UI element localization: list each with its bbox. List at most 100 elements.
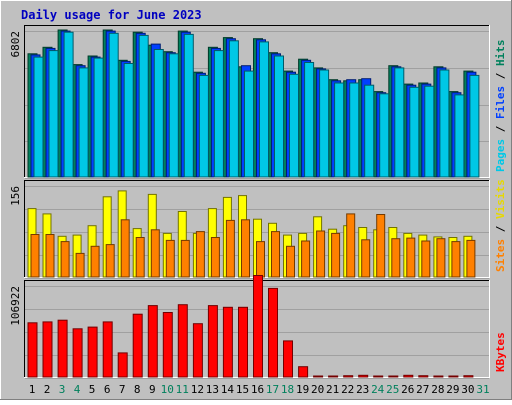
bar-pages-day-17 — [274, 55, 284, 178]
bar-pages-day-1 — [33, 56, 44, 178]
day-label-31: 31 — [476, 383, 489, 396]
bar-kbytes-day-18 — [283, 340, 293, 378]
bar-sites-day-15 — [241, 219, 250, 278]
panel-visits: 156 Sites / Visits — [9, 179, 507, 279]
day-label-17: 17 — [266, 383, 279, 396]
bar-sites-day-2 — [45, 234, 55, 278]
day-label-2: 2 — [44, 383, 51, 396]
legend-item-kbytes: KBytes — [494, 332, 507, 372]
bar-pages-day-10 — [168, 53, 179, 178]
bar-sites-day-29 — [451, 241, 461, 278]
bar-pages-day-20 — [319, 69, 330, 178]
bar-pages-day-16 — [259, 41, 269, 178]
bar-kbytes-day-16 — [253, 275, 263, 378]
day-label-19: 19 — [296, 383, 309, 396]
day-label-18: 18 — [281, 383, 294, 396]
panel-kbytes: 106922 KBytes — [9, 275, 507, 379]
bar-sites-day-5 — [90, 245, 100, 278]
bar-pages-day-24 — [379, 93, 390, 178]
day-label-30: 30 — [461, 383, 474, 396]
bar-pages-day-26 — [409, 86, 420, 178]
bar-kbytes-day-22 — [343, 375, 354, 378]
bar-kbytes-day-8 — [132, 313, 143, 378]
bar-kbytes-day-2 — [42, 321, 53, 378]
panel-kbytes-axis-max-label: 106922 — [9, 286, 22, 326]
day-label-11: 11 — [176, 383, 189, 396]
day-label-21: 21 — [326, 383, 339, 396]
bar-pages-day-25 — [394, 67, 405, 178]
panel-hits-legend: Pages / Files / Hits — [494, 40, 507, 173]
bar-sites-day-22 — [346, 213, 356, 278]
bar-pages-day-22 — [349, 82, 360, 178]
day-label-27: 27 — [416, 383, 429, 396]
bar-pages-day-21 — [334, 82, 345, 178]
bar-pages-day-2 — [48, 50, 59, 178]
bar-sites-day-9 — [150, 229, 160, 278]
bar-sites-day-14 — [225, 219, 235, 278]
day-label-10: 10 — [161, 383, 174, 396]
day-label-29: 29 — [446, 383, 459, 396]
bar-sites-day-8 — [135, 237, 145, 278]
day-label-14: 14 — [221, 383, 235, 396]
bar-kbytes-day-28 — [433, 375, 444, 378]
bar-pages-day-28 — [439, 69, 450, 178]
bar-sites-day-13 — [210, 237, 220, 278]
bar-sites-day-24 — [376, 214, 386, 278]
panel-hits: 6802 Pages / Files / Hits — [9, 25, 507, 179]
day-label-5: 5 — [89, 383, 96, 396]
bar-kbytes-day-5 — [87, 326, 98, 378]
day-label-15: 15 — [236, 383, 249, 396]
bar-pages-day-13 — [213, 50, 224, 178]
day-label-25: 25 — [386, 383, 399, 396]
day-label-4: 4 — [74, 383, 81, 396]
bar-kbytes-day-29 — [448, 375, 459, 378]
bar-kbytes-day-20 — [313, 375, 324, 378]
bar-sites-day-28 — [436, 238, 446, 278]
day-label-16: 16 — [251, 383, 264, 396]
day-label-28: 28 — [431, 383, 444, 396]
bar-sites-day-4 — [75, 252, 85, 278]
bar-kbytes-day-27 — [418, 375, 429, 378]
bar-sites-day-27 — [421, 240, 431, 278]
legend-item-visits: Visits — [494, 179, 507, 219]
bar-sites-day-1 — [30, 234, 40, 278]
bar-pages-day-8 — [138, 34, 149, 178]
bar-sites-day-12 — [195, 231, 205, 278]
bar-sites-day-3 — [60, 241, 70, 278]
bar-pages-day-29 — [454, 94, 465, 178]
day-label-6: 6 — [104, 383, 111, 396]
bar-sites-day-6 — [105, 244, 115, 278]
bar-kbytes-day-26 — [403, 374, 414, 378]
legend-item-pages: Pages — [494, 139, 507, 172]
bar-sites-day-26 — [406, 237, 416, 278]
bar-pages-day-19 — [304, 62, 315, 178]
day-label-9: 9 — [149, 383, 156, 396]
bar-sites-day-18 — [286, 245, 295, 278]
bar-kbytes-day-1 — [27, 322, 38, 378]
legend-item-files: Files — [494, 86, 507, 119]
bar-kbytes-day-23 — [358, 374, 369, 378]
bar-kbytes-day-15 — [238, 306, 248, 378]
bar-sites-day-7 — [120, 219, 130, 278]
bar-kbytes-day-11 — [177, 304, 188, 378]
bar-pages-day-27 — [424, 85, 435, 178]
legend-separator: / — [494, 119, 507, 139]
bar-pages-day-14 — [228, 40, 239, 178]
legend-item-hits: Hits — [494, 40, 507, 67]
panel-visits-axis-max-label: 156 — [9, 186, 22, 206]
bar-kbytes-day-3 — [57, 319, 68, 378]
panel-hits-axis-max-label: 6802 — [9, 31, 22, 58]
bar-kbytes-day-24 — [373, 375, 384, 378]
bar-kbytes-day-4 — [72, 328, 83, 378]
bar-pages-day-23 — [364, 84, 375, 178]
day-label-23: 23 — [356, 383, 369, 396]
panel-kbytes-legend: KBytes — [494, 332, 507, 372]
bar-sites-day-21 — [331, 232, 341, 278]
legend-separator: / — [494, 219, 507, 239]
bar-pages-day-30 — [469, 74, 480, 178]
day-label-24: 24 — [371, 383, 385, 396]
bar-pages-day-18 — [289, 73, 299, 178]
bar-kbytes-day-17 — [268, 287, 278, 378]
